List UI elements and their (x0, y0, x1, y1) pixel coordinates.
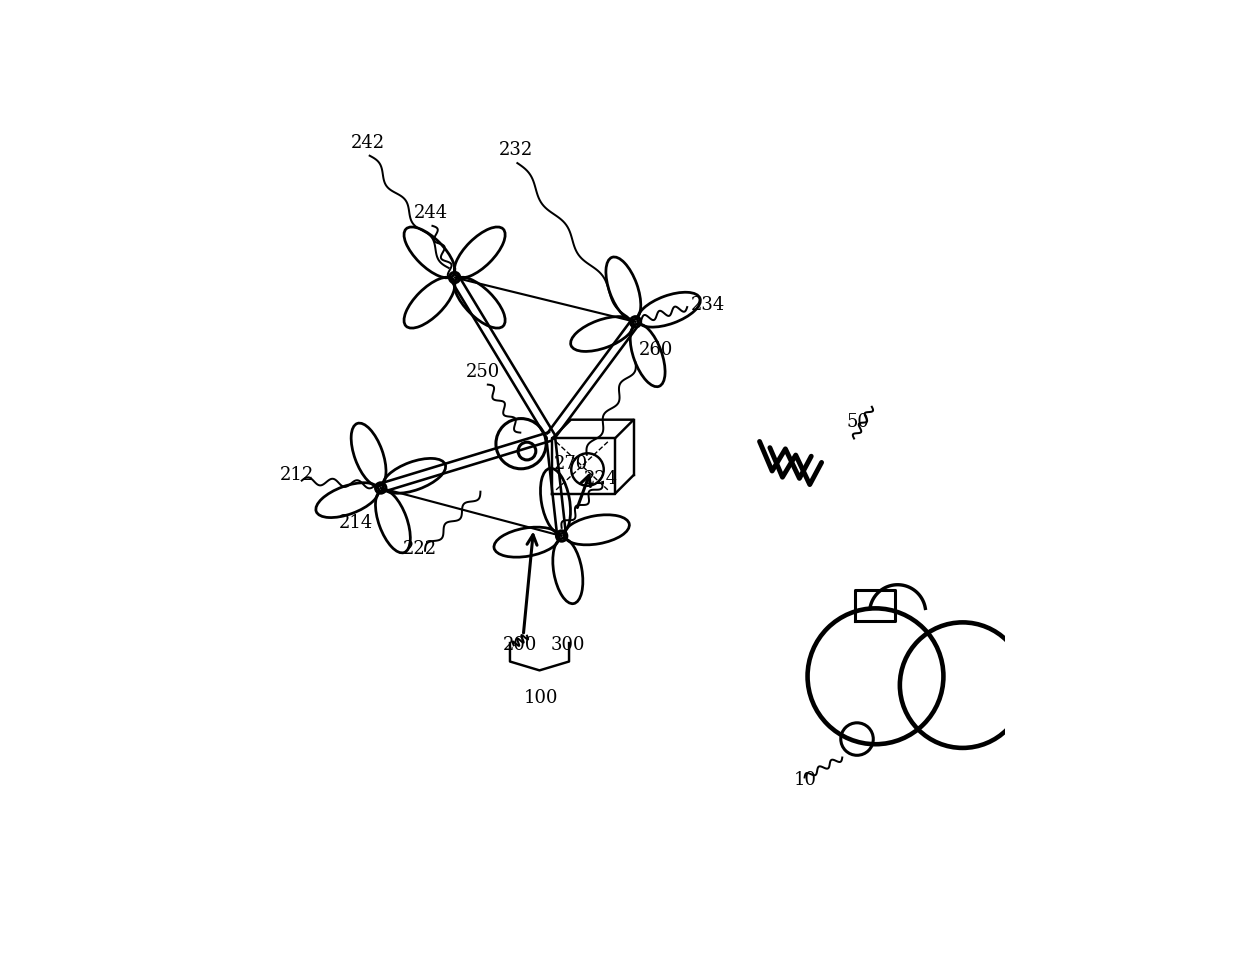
Text: 50: 50 (847, 413, 869, 432)
Text: 242: 242 (351, 134, 386, 152)
Text: 222: 222 (403, 540, 436, 558)
Text: 10: 10 (794, 770, 816, 788)
Text: 100: 100 (523, 690, 558, 708)
Text: 212: 212 (279, 466, 314, 484)
Text: 200: 200 (502, 636, 537, 654)
Text: 214: 214 (339, 514, 373, 532)
Text: 270: 270 (554, 456, 589, 473)
Text: 224: 224 (584, 470, 618, 488)
Text: 244: 244 (414, 204, 448, 222)
Text: 300: 300 (551, 636, 585, 654)
Text: 260: 260 (639, 340, 673, 359)
Text: 234: 234 (691, 296, 725, 315)
Text: 250: 250 (466, 363, 500, 381)
Text: 232: 232 (498, 141, 533, 159)
